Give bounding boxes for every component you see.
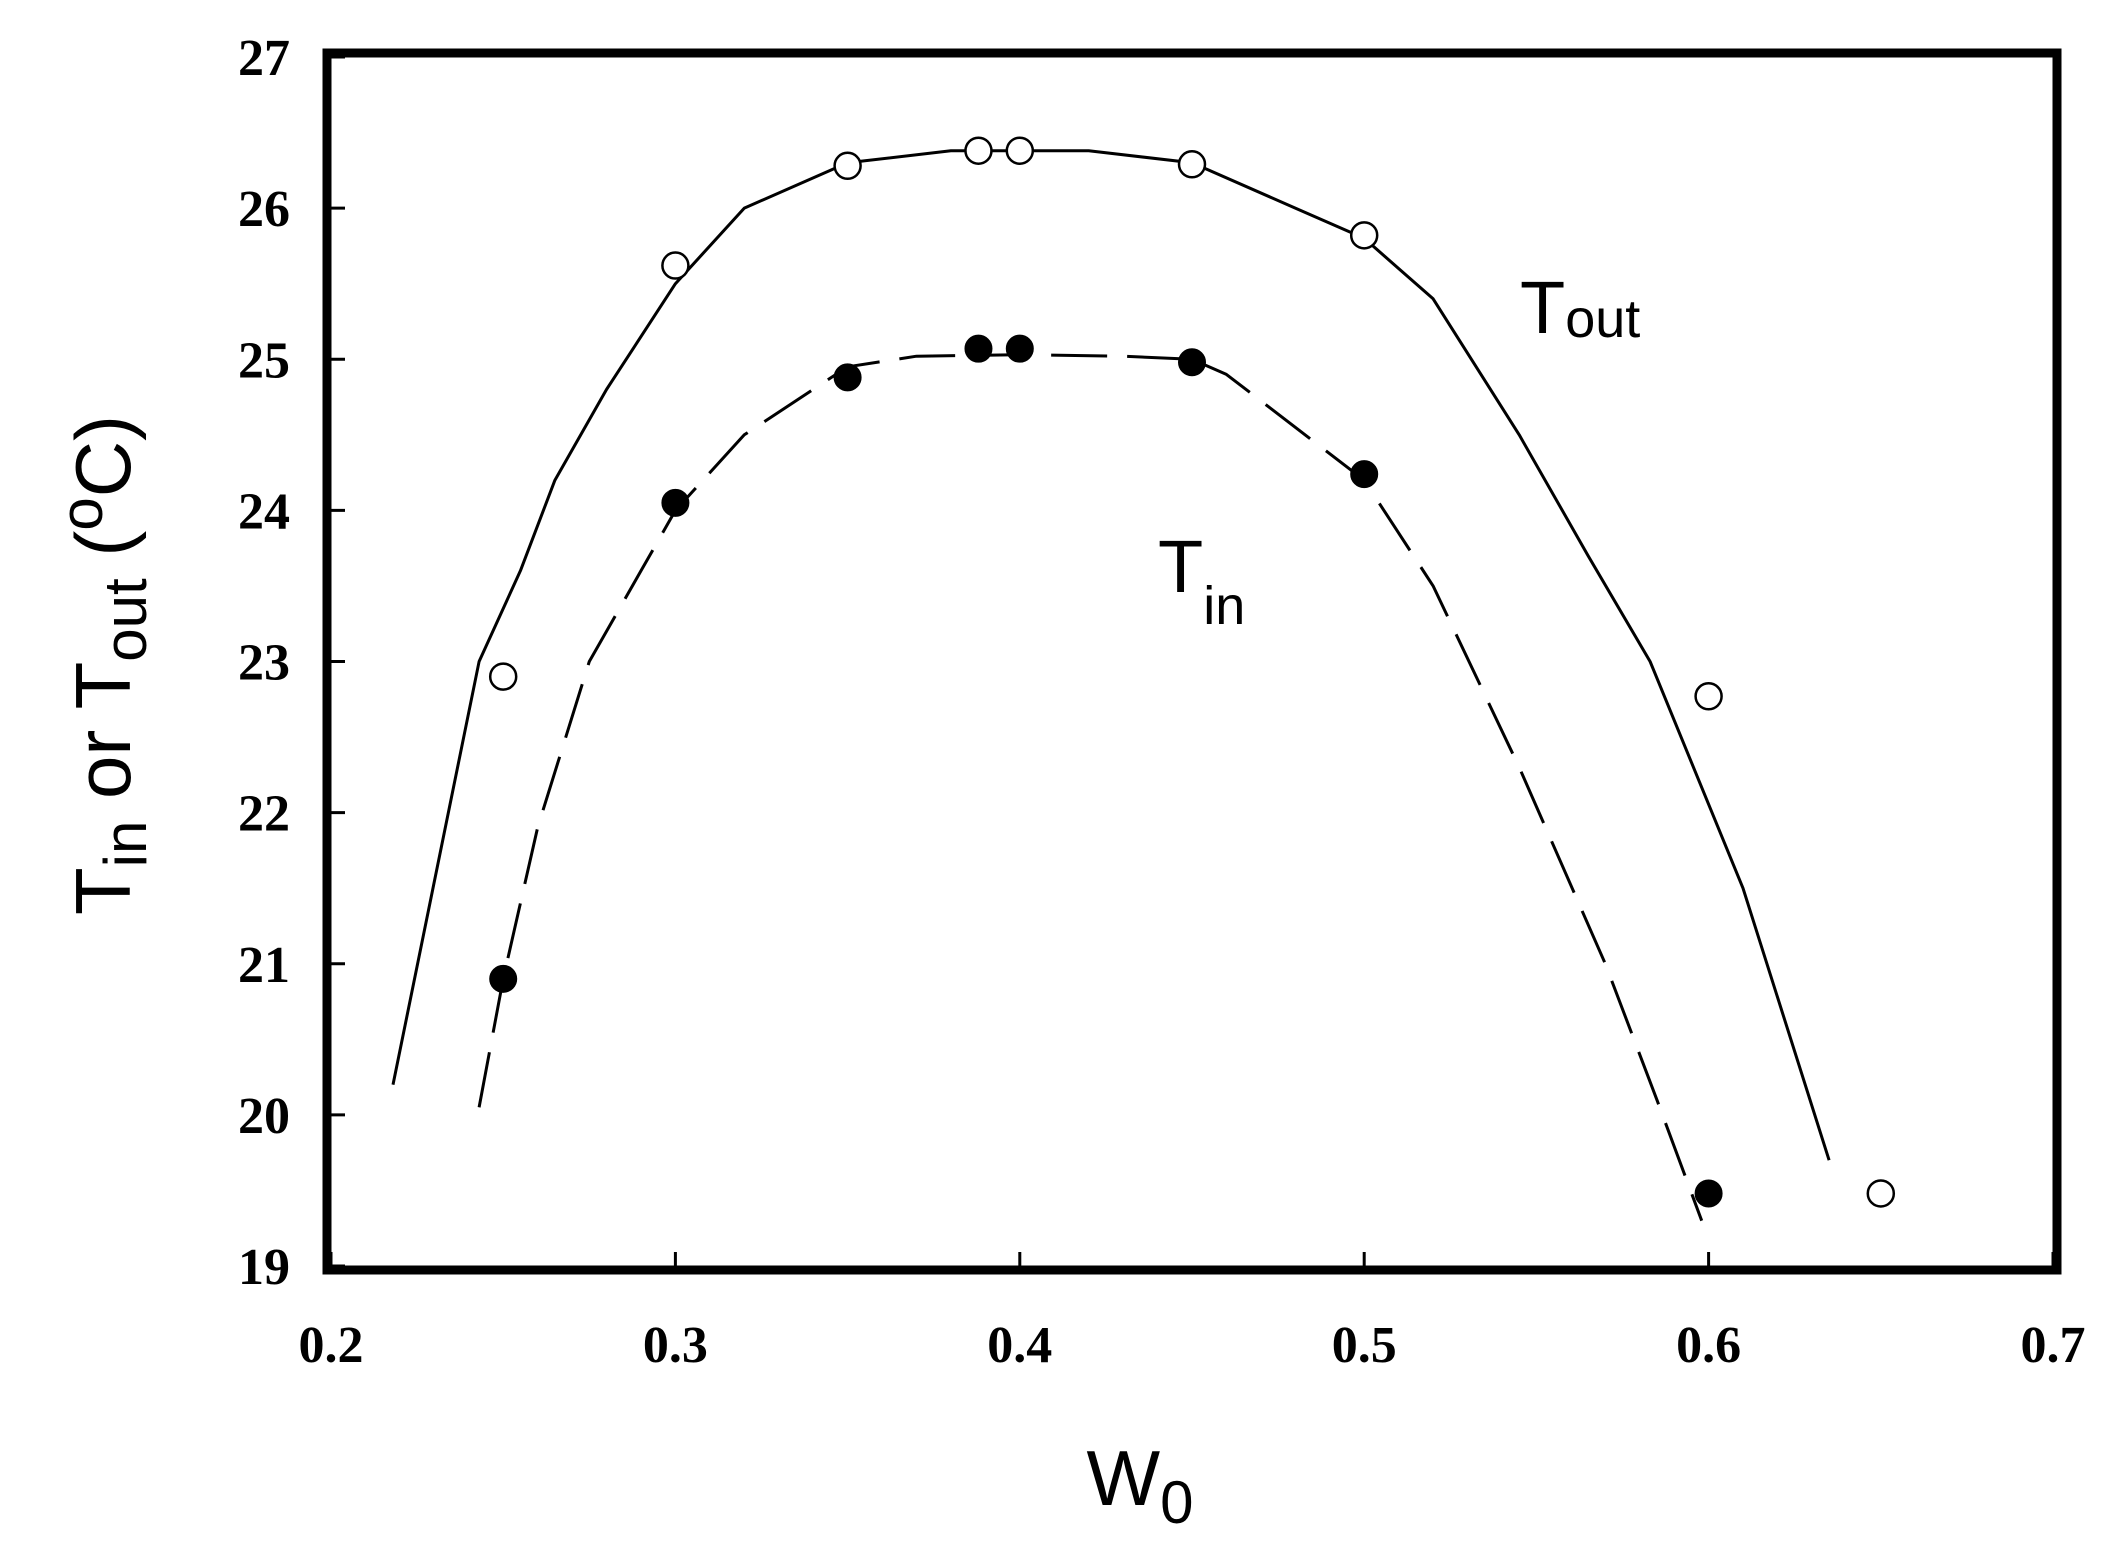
series-tout-point <box>1349 221 1379 250</box>
series-tout-point <box>1005 136 1035 165</box>
series-tout-curve <box>391 149 1831 1161</box>
y-axis-ticks: 19 20 21 22 23 24 25 26 27 <box>238 30 345 1296</box>
y-axis-title-t1-sub: in <box>92 821 159 868</box>
y-axis-title-open: ( <box>59 531 147 579</box>
x-tick-label: 0.7 <box>2021 1317 2086 1374</box>
x-axis-title: W0 <box>1087 1434 1194 1536</box>
series-tin-point <box>833 363 862 392</box>
series-tout-point <box>661 251 690 280</box>
x-tick-label: 0.5 <box>1332 1317 1397 1374</box>
series-tout-point <box>964 136 993 165</box>
y-axis-title-mid: or <box>59 709 147 820</box>
data-points <box>488 136 1896 1208</box>
series-label-tout-main: T <box>1520 266 1565 349</box>
x-axis-ticks: 0.2 0.3 0.4 0.5 0.6 0.7 <box>299 1252 2086 1374</box>
fit-curves <box>391 149 1831 1222</box>
series-label-tout-sub: out <box>1565 289 1640 349</box>
y-tick-label: 25 <box>238 332 290 389</box>
x-tick-label: 0.4 <box>987 1317 1052 1374</box>
y-tick-label: 21 <box>238 937 290 994</box>
series-label-tin: Tin <box>1158 525 1245 636</box>
y-axis-title-unit: C) <box>59 415 147 497</box>
x-axis-title-sub: 0 <box>1160 1469 1193 1536</box>
y-tick-label: 20 <box>238 1088 290 1145</box>
series-label-tout: Tout <box>1520 266 1640 349</box>
series-tout-point <box>833 151 862 181</box>
y-tick-label: 24 <box>238 483 290 540</box>
plot-frame <box>322 48 2062 1275</box>
x-axis-title-main: W <box>1087 1434 1161 1522</box>
series-tout-point <box>1694 682 1723 711</box>
series-tin-point <box>1178 348 1206 377</box>
series-tin-point <box>964 334 993 363</box>
series-tin-point <box>1005 334 1034 363</box>
series-tout-point <box>488 662 518 691</box>
series-tin-curve <box>477 353 1704 1222</box>
series-tin-point <box>489 964 518 993</box>
y-tick-label: 19 <box>238 1239 290 1296</box>
x-tick-label: 0.3 <box>643 1317 708 1374</box>
y-tick-label: 26 <box>238 181 290 238</box>
y-axis-title-degree: o <box>48 497 115 530</box>
y-tick-label: 27 <box>238 30 290 87</box>
x-tick-label: 0.6 <box>1676 1317 1741 1374</box>
series-tout-point <box>1866 1179 1896 1208</box>
y-axis-title: Tin or Tout (oC) <box>48 415 159 915</box>
series-tin-point <box>1350 460 1379 489</box>
y-axis-title-t1: T <box>59 867 147 915</box>
series-label-tin-sub: in <box>1203 576 1245 636</box>
y-tick-label: 22 <box>238 786 290 843</box>
series-tout-point <box>1177 150 1207 179</box>
x-tick-label: 0.2 <box>299 1317 364 1374</box>
y-tick-label: 23 <box>238 635 290 692</box>
series-label-tin-main: T <box>1158 525 1203 608</box>
series-tin-point <box>661 488 690 517</box>
series-tin-point <box>1694 1179 1723 1208</box>
y-axis-title-t2: T <box>59 662 147 710</box>
y-axis-title-t2-sub: out <box>92 578 159 662</box>
